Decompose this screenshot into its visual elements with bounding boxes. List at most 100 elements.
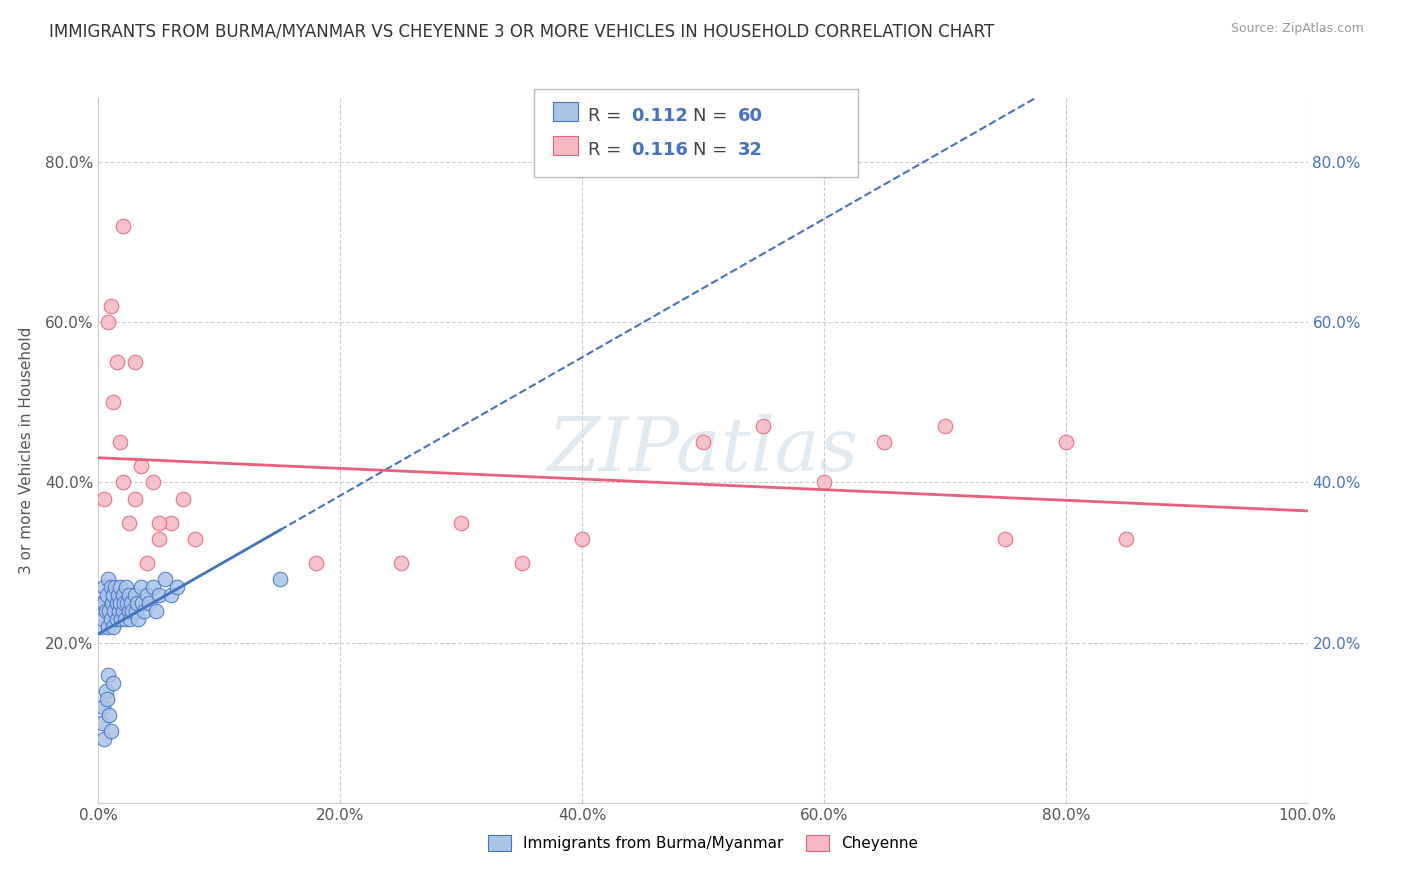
Point [571,532,593,546]
Point [142,475,165,490]
Point [148,516,170,530]
Point [100,580,122,594]
Point [305,556,328,570]
Point [138,596,160,610]
Point [91,612,114,626]
Point [813,475,835,490]
Point [115,580,138,594]
Text: N =: N = [693,107,733,125]
Point [172,491,194,506]
Point [160,588,183,602]
Point [91,699,114,714]
Point [450,516,472,530]
Point [96,588,118,602]
Point [100,612,122,626]
Point [111,588,134,602]
Point [100,596,122,610]
Point [108,580,131,594]
Point [120,596,142,610]
Point [160,516,183,530]
Point [94,683,117,698]
Point [934,419,956,434]
Point [110,612,132,626]
Point [108,604,131,618]
Legend: Immigrants from Burma/Myanmar, Cheyenne: Immigrants from Burma/Myanmar, Cheyenne [479,827,927,859]
Point [107,588,129,602]
Point [98,604,121,618]
Point [145,604,167,618]
Point [1054,435,1077,450]
Point [101,588,124,602]
Point [101,675,124,690]
Point [994,532,1017,546]
Point [97,572,120,586]
Point [111,219,134,234]
Point [118,604,141,618]
Point [184,532,207,546]
Point [98,707,121,722]
Point [124,588,146,602]
Point [93,580,115,594]
Point [125,604,148,618]
Point [166,580,188,594]
Text: Source: ZipAtlas.com: Source: ZipAtlas.com [1230,22,1364,36]
Text: 0.116: 0.116 [631,141,688,159]
Point [129,459,152,474]
Point [94,604,117,618]
Text: ZIPatlas: ZIPatlas [547,414,859,487]
Point [269,572,291,586]
Point [91,596,114,610]
Point [96,691,118,706]
Point [124,355,146,369]
Point [118,516,141,530]
Point [131,596,153,610]
Point [101,395,124,409]
Text: IMMIGRANTS FROM BURMA/MYANMAR VS CHEYENNE 3 OR MORE VEHICLES IN HOUSEHOLD CORREL: IMMIGRANTS FROM BURMA/MYANMAR VS CHEYENN… [49,22,994,40]
Text: 32: 32 [738,141,763,159]
Point [135,588,157,602]
Point [510,556,533,570]
Point [148,588,170,602]
Y-axis label: 3 or more Vehicles in Household: 3 or more Vehicles in Household [18,326,34,574]
Point [142,580,165,594]
Point [91,715,114,730]
Point [108,596,131,610]
Text: R =: R = [588,141,627,159]
Text: 0.112: 0.112 [631,107,688,125]
Point [127,596,149,610]
Text: N =: N = [693,141,733,159]
Point [105,596,128,610]
Point [111,475,134,490]
Point [108,435,131,450]
Point [90,619,112,633]
Point [111,604,134,618]
Point [100,299,122,313]
Point [93,731,115,746]
Point [148,532,170,546]
Point [153,572,176,586]
Point [1115,532,1137,546]
Point [112,596,135,610]
Point [100,723,122,738]
Point [692,435,714,450]
Point [104,580,127,594]
Point [97,619,120,633]
Point [117,596,139,610]
Point [105,355,128,369]
Point [129,580,152,594]
Text: 60: 60 [738,107,763,125]
Point [93,491,115,506]
Point [97,667,120,681]
Point [101,619,124,633]
Point [752,419,775,434]
Point [118,612,141,626]
Point [135,556,157,570]
Point [873,435,896,450]
Point [124,491,146,506]
Point [134,604,156,618]
Point [127,612,149,626]
Point [114,612,136,626]
Point [97,315,120,329]
Text: R =: R = [588,107,627,125]
Point [105,612,128,626]
